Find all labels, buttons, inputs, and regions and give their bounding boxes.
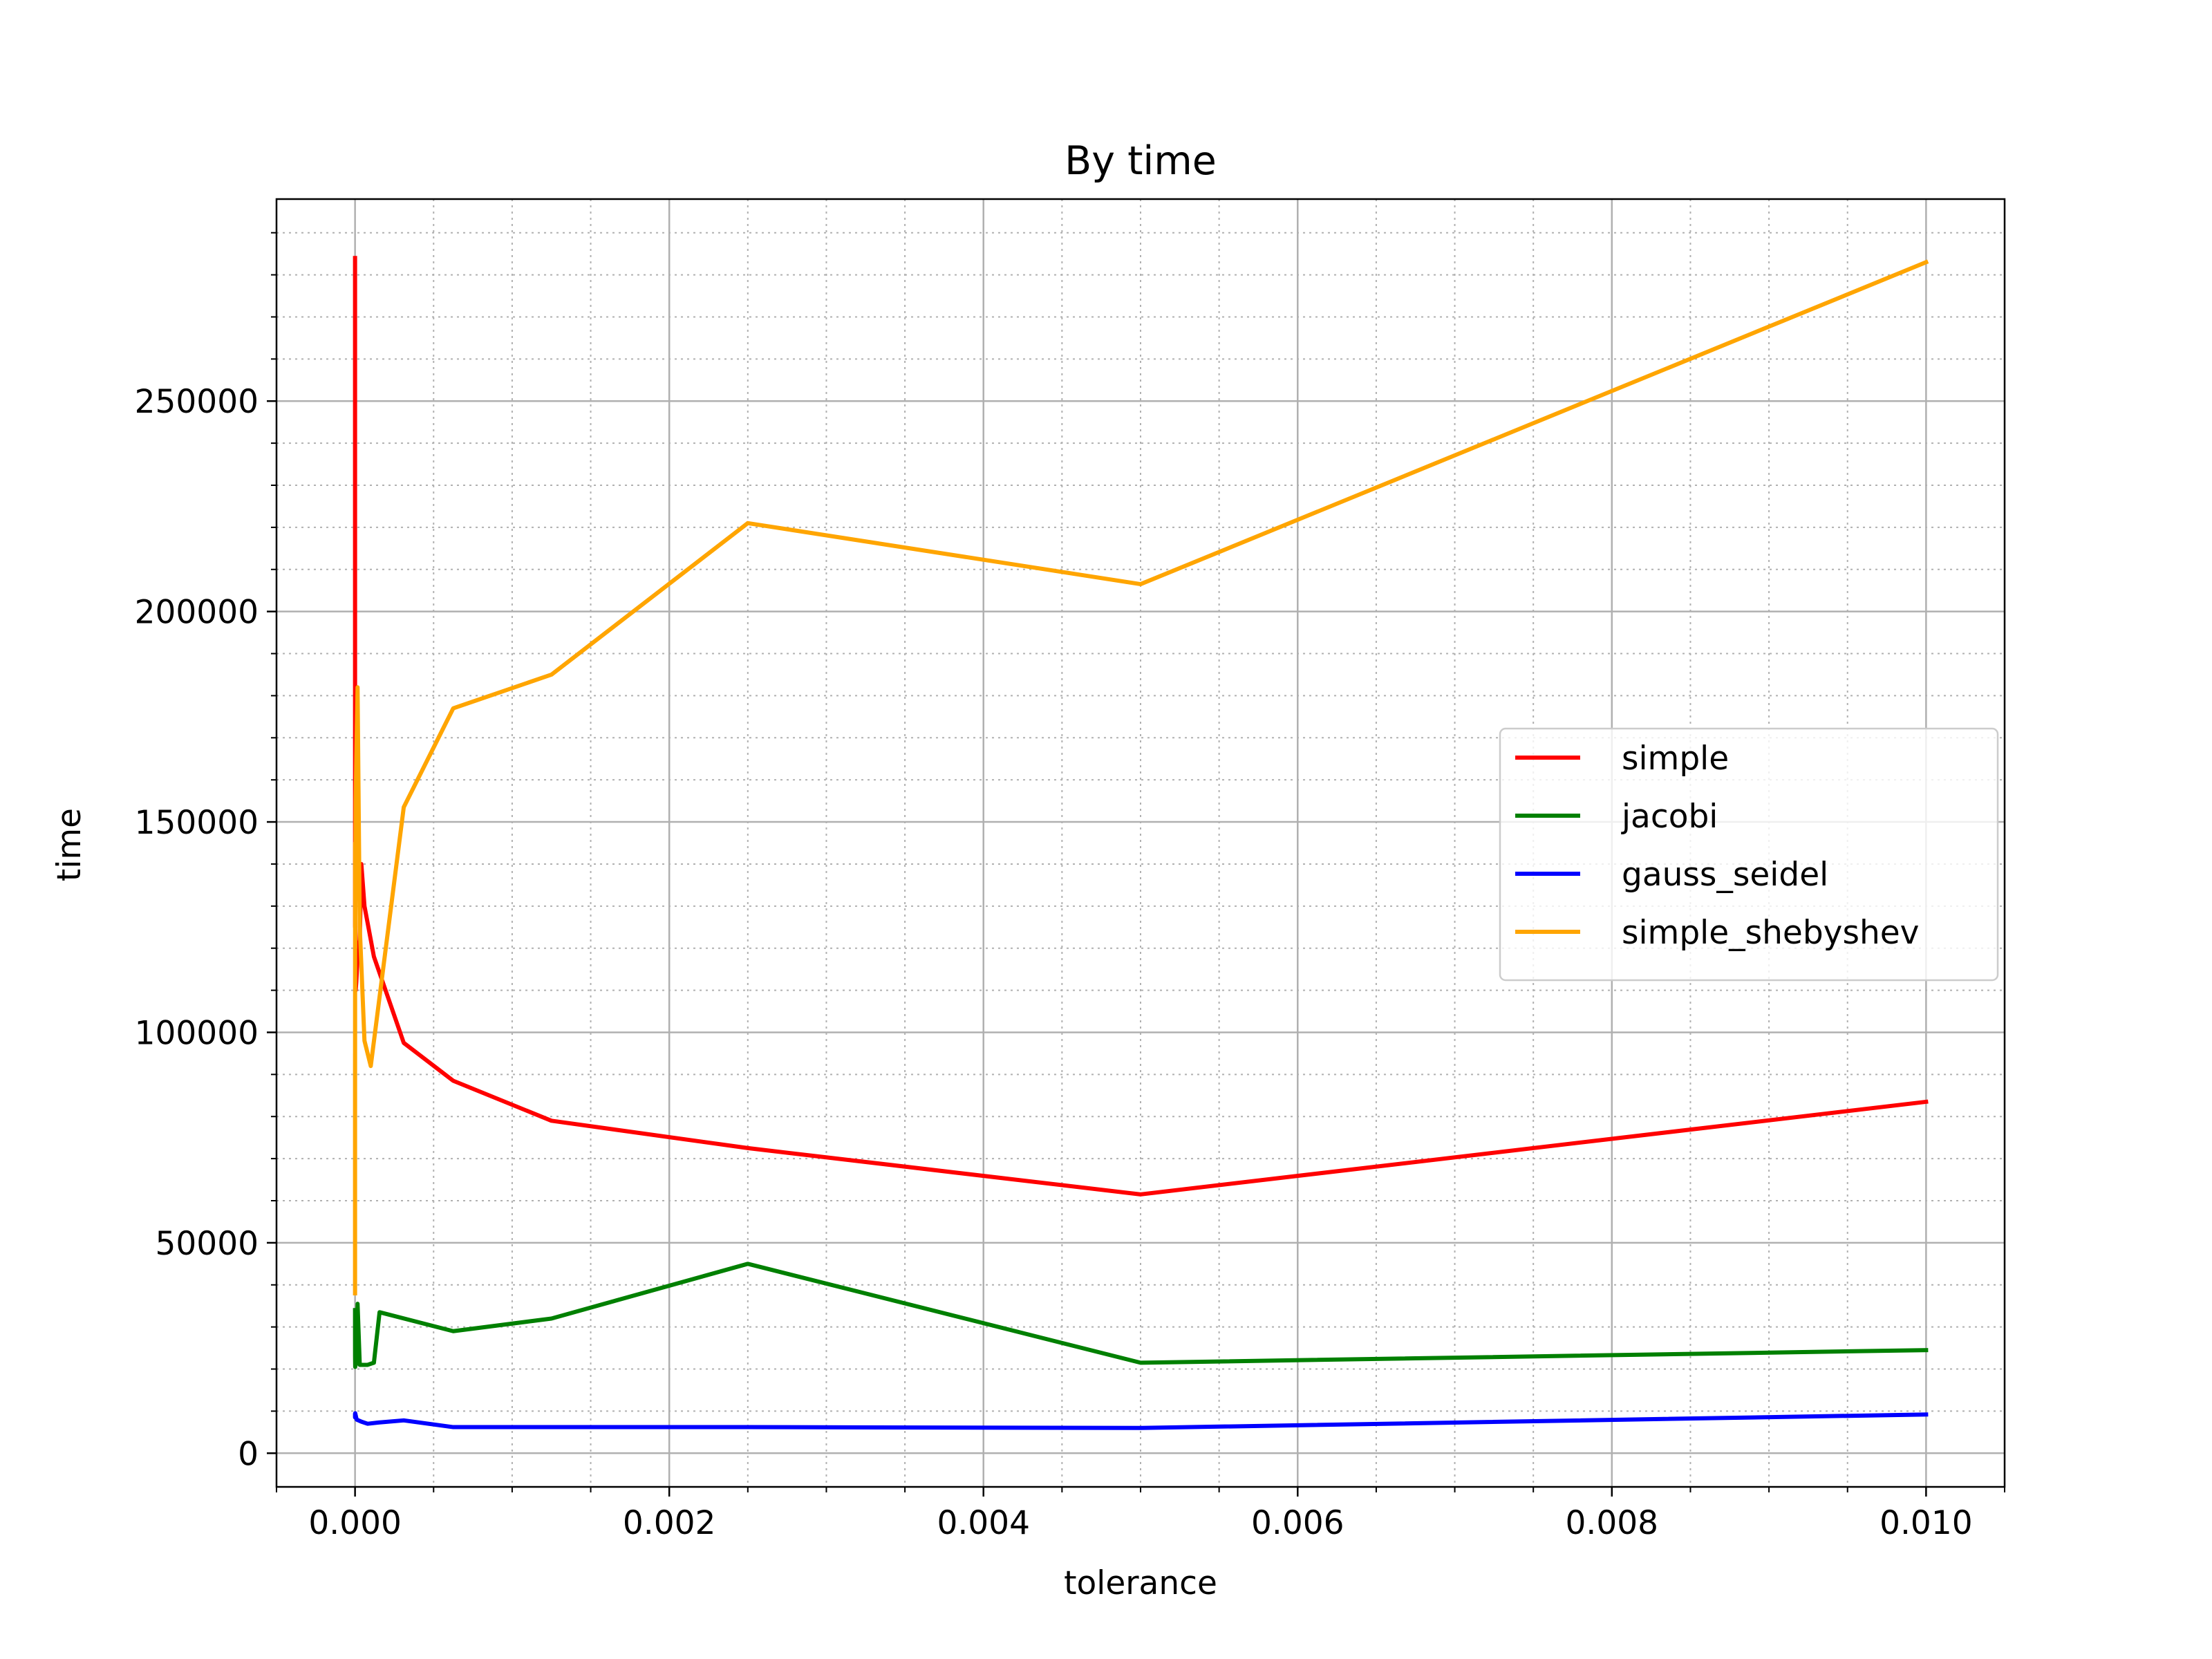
legend-label-jacobi: jacobi bbox=[1621, 798, 1718, 836]
x-tick-label: 0.004 bbox=[937, 1504, 1030, 1542]
y-tick-label: 0 bbox=[238, 1435, 259, 1473]
x-tick-label: 0.008 bbox=[1566, 1504, 1659, 1542]
legend-label-simple-shebyshev: simple_shebyshev bbox=[1622, 914, 1919, 952]
x-tick-label: 0.000 bbox=[308, 1504, 402, 1542]
x-axis-ticks: 0.000 0.002 0.004 0.006 0.008 0.010 bbox=[308, 1487, 1973, 1542]
legend-label-gauss-seidel: gauss_seidel bbox=[1622, 856, 1828, 894]
minor-grid bbox=[276, 199, 2005, 1487]
y-tick-label: 50000 bbox=[155, 1225, 259, 1263]
y-tick-label: 250000 bbox=[135, 383, 259, 421]
series-line-gauss-seidel bbox=[353, 1411, 1929, 1430]
x-tick-label: 0.002 bbox=[623, 1504, 716, 1542]
y-axis-label: time bbox=[50, 808, 88, 881]
x-tick-label: 0.006 bbox=[1251, 1504, 1344, 1542]
series-line-jacobi bbox=[353, 1262, 1929, 1369]
legend: simple jacobi gauss_seidel simple_shebyshev bbox=[1499, 727, 1999, 982]
legend-label-simple: simple bbox=[1622, 740, 1729, 778]
y-tick-label: 150000 bbox=[135, 804, 259, 842]
minor-ticks bbox=[271, 232, 2005, 1492]
y-tick-label: 200000 bbox=[135, 594, 259, 632]
x-axis-label: tolerance bbox=[1064, 1564, 1217, 1602]
x-tick-label: 0.010 bbox=[1880, 1504, 1973, 1542]
series-lines bbox=[353, 256, 1929, 1430]
major-grid bbox=[276, 199, 2005, 1487]
y-tick-label: 100000 bbox=[135, 1014, 259, 1052]
legend-box bbox=[1499, 727, 1999, 982]
y-axis-ticks: 0 50000 100000 150000 200000 250000 bbox=[135, 383, 276, 1473]
series-line-simple-shebyshev bbox=[353, 259, 1929, 1295]
chart-title: By time bbox=[1065, 138, 1217, 184]
